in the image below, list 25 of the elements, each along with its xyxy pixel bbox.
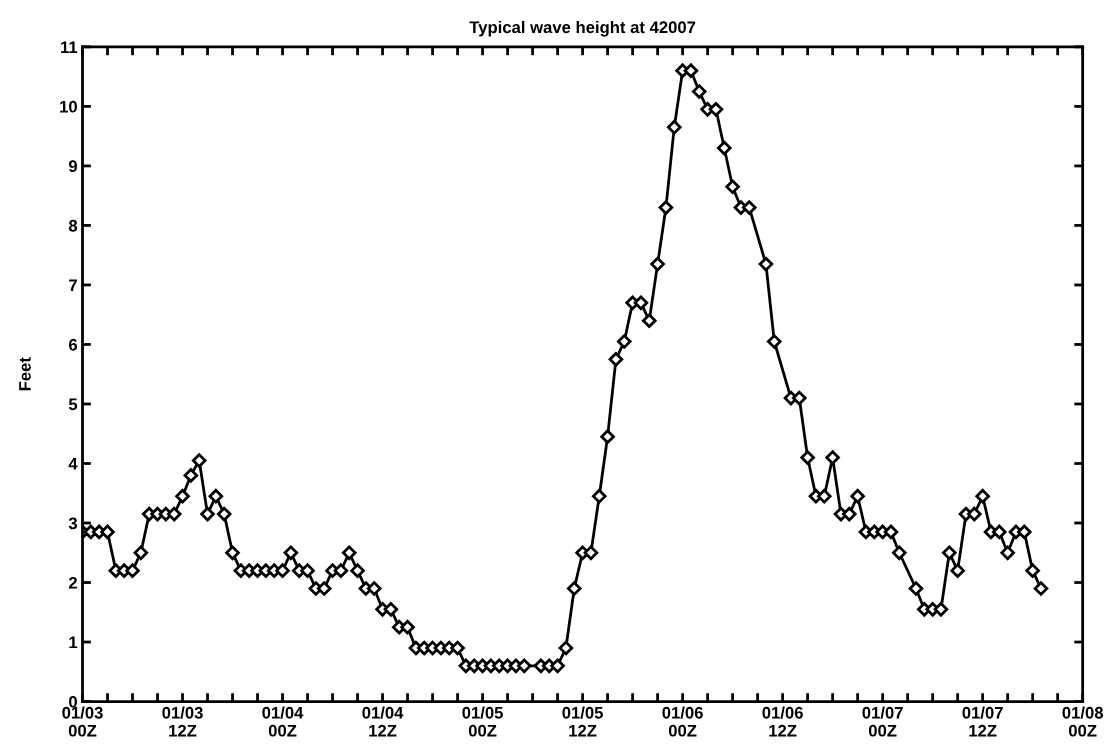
y-tick-label: 4 bbox=[68, 458, 78, 470]
x-tick-label: 01/06 12Z bbox=[762, 706, 803, 737]
y-tick-label: 1 bbox=[69, 636, 78, 649]
x-tick-label: 01/03 00Z bbox=[62, 706, 103, 737]
x-tick-label: 01/08 00Z bbox=[1062, 706, 1104, 737]
y-tick-label: 2 bbox=[68, 576, 77, 589]
x-tick-label: 01/05 12Z bbox=[562, 706, 603, 737]
y-tick-label: 5 bbox=[68, 398, 78, 411]
y-tick-label: 3 bbox=[68, 517, 78, 530]
y-tick-label: 7 bbox=[69, 279, 77, 291]
y-tick-label: 6 bbox=[68, 338, 78, 351]
y-axis-title: Feet bbox=[19, 357, 31, 391]
y-tick-label: 9 bbox=[68, 160, 78, 173]
y-tick-label: 10 bbox=[60, 100, 77, 113]
x-tick-label: 01/04 00Z bbox=[262, 706, 304, 737]
x-tick-label: 01/03 12Z bbox=[162, 706, 203, 737]
y-tick-label: 11 bbox=[61, 41, 78, 53]
y-tick-label: 8 bbox=[68, 219, 78, 232]
chart-title: Typical wave height at 42007 bbox=[469, 20, 696, 37]
x-tick-label: 01/07 00Z bbox=[862, 706, 903, 737]
x-tick-label: 01/06 00Z bbox=[662, 706, 703, 737]
x-tick-label: 01/07 12Z bbox=[962, 706, 1003, 737]
x-tick-label: 01/04 12Z bbox=[362, 706, 404, 737]
x-tick-label: 01/05 00Z bbox=[462, 706, 503, 737]
y-tick-label: 0 bbox=[69, 695, 77, 708]
